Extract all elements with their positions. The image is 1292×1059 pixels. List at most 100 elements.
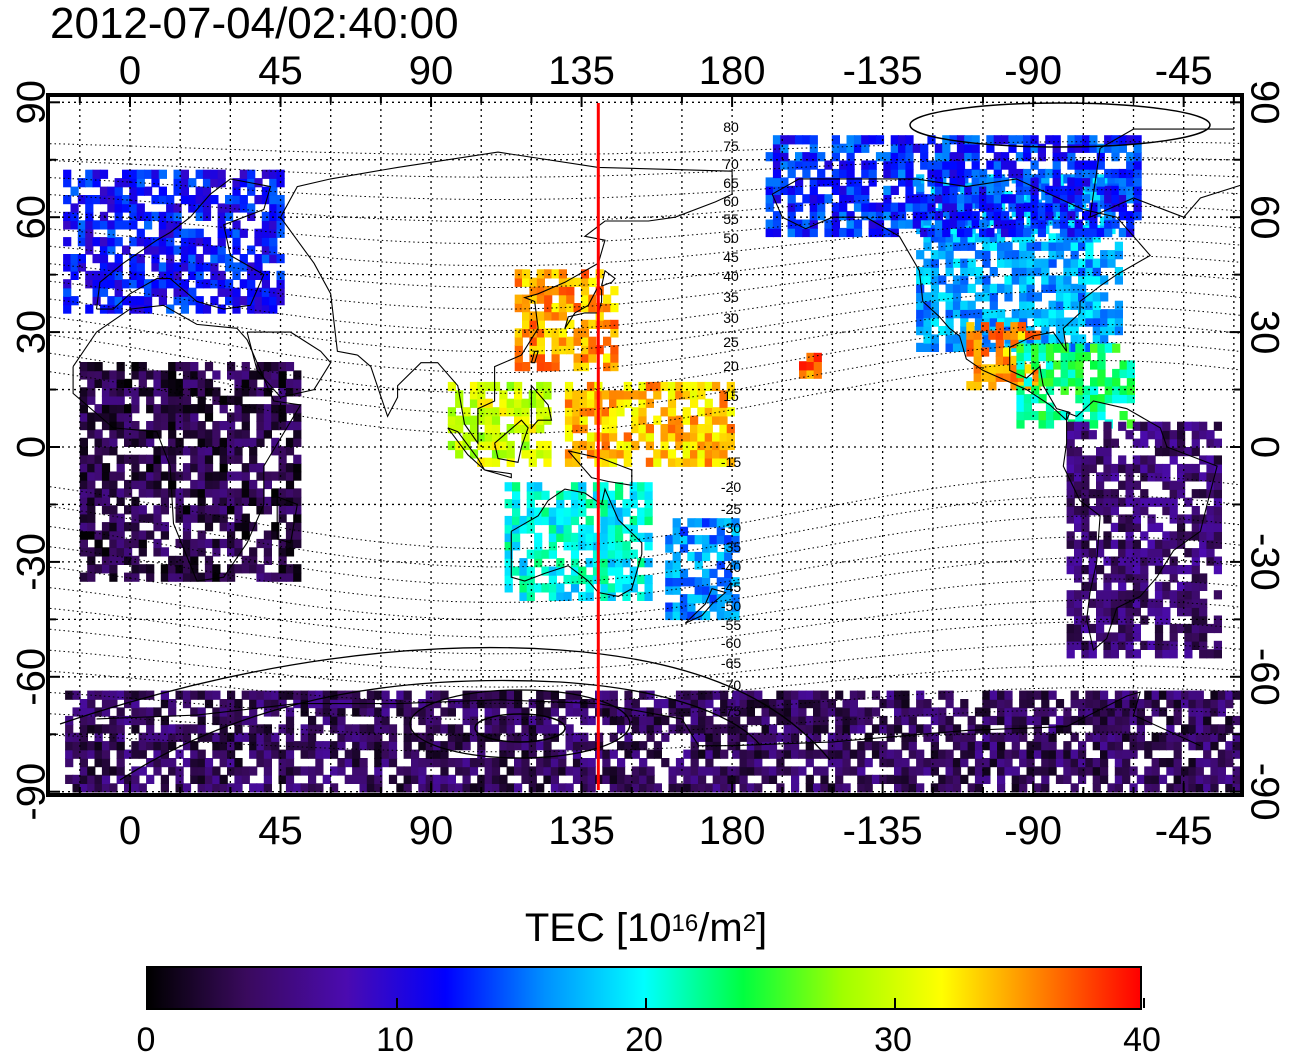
- tec-cell: [1096, 455, 1105, 465]
- tec-cell: [672, 551, 681, 562]
- tec-cell: [1019, 699, 1028, 709]
- tec-cell: [548, 515, 557, 526]
- tec-cell: [175, 362, 184, 372]
- tec-cell: [558, 345, 567, 355]
- tec-cell: [805, 732, 814, 742]
- tec-cell: [232, 178, 241, 188]
- tec-cell: [227, 690, 236, 700]
- tec-cell: [981, 372, 990, 382]
- tec-cell: [1038, 394, 1047, 404]
- tec-cell: [572, 732, 582, 742]
- tec-cell: [1140, 430, 1149, 440]
- tec-cell: [687, 610, 696, 621]
- tec-cell: [107, 270, 116, 280]
- tec-cell: [952, 342, 962, 352]
- tec-cell: [101, 378, 111, 388]
- tec-cell: [168, 378, 177, 388]
- tec-cell: [1125, 649, 1134, 659]
- colorbar-tick: [1143, 998, 1145, 1008]
- tec-cell: [550, 690, 559, 700]
- tec-cell: [1151, 699, 1160, 709]
- tec-cell: [615, 566, 624, 576]
- left-lat-label: -60: [10, 648, 54, 706]
- tec-cell: [249, 404, 258, 414]
- tec-cell: [894, 774, 903, 784]
- tec-cell: [776, 715, 785, 726]
- tec-cell: [256, 505, 265, 515]
- tec-cell: [1132, 480, 1141, 490]
- tec-cell: [124, 404, 133, 414]
- tec-cell: [646, 724, 655, 734]
- tec-cell: [1247, 724, 1255, 733]
- tec-cell: [971, 168, 980, 179]
- tec-cell: [217, 270, 226, 280]
- tec-cell: [204, 699, 214, 709]
- tec-cell: [712, 440, 721, 451]
- tec-cell: [1133, 143, 1142, 153]
- tec-cell: [602, 758, 611, 768]
- tec-cell: [160, 454, 169, 464]
- tec-cell: [1162, 447, 1171, 457]
- tec-cell: [930, 250, 939, 260]
- tec-cell: [131, 690, 140, 700]
- tec-cell: [564, 398, 574, 408]
- tec-cell: [690, 424, 699, 434]
- tec-cell: [570, 507, 580, 517]
- tec-cell: [1055, 292, 1065, 302]
- tec-cell: [1074, 447, 1083, 457]
- tec-cell: [982, 309, 991, 319]
- tec-cell: [484, 457, 493, 467]
- tec-cell: [982, 233, 991, 243]
- tec-cell: [219, 699, 228, 709]
- tec-cell: [1092, 707, 1101, 717]
- tec-cell: [1088, 556, 1097, 566]
- tec-cell: [1169, 632, 1178, 642]
- tec-cell: [70, 186, 79, 196]
- tec-cell: [875, 202, 885, 212]
- tec-cell: [1154, 447, 1164, 457]
- tec-cell: [1055, 758, 1065, 768]
- tec-cell: [131, 749, 140, 759]
- tec-cell: [1066, 497, 1075, 507]
- tec-cell: [1154, 421, 1164, 431]
- tec-cell: [901, 783, 910, 793]
- tec-cell: [65, 732, 74, 742]
- tec-cell: [982, 707, 991, 717]
- tec-cell: [622, 583, 631, 593]
- tec-cell: [285, 505, 295, 515]
- tec-cell: [705, 766, 714, 776]
- tec-cell: [79, 699, 88, 709]
- tec-cell: [617, 707, 626, 717]
- tec-cell: [1055, 283, 1065, 293]
- axis-labels: 0 45 90 135 180 -135 -90 -450 45 90 135 180 -135 -90-…: [10, 49, 1287, 853]
- tec-cell: [63, 262, 72, 272]
- tec-cell: [1074, 573, 1083, 583]
- tec-cell: [521, 741, 530, 751]
- tec-cell: [506, 407, 515, 417]
- tec-cell: [138, 437, 147, 447]
- tec-cell: [566, 345, 575, 355]
- tec-cell: [1048, 758, 1057, 768]
- tec-cell: [499, 783, 508, 793]
- tec-cell: [180, 169, 189, 179]
- tec-cell: [573, 303, 582, 313]
- top-lon-label: -135: [843, 49, 923, 93]
- tec-cell: [195, 304, 204, 314]
- tec-cell: [116, 488, 125, 498]
- tec-cell: [116, 496, 125, 506]
- tec-cell: [1026, 766, 1035, 776]
- tec-cell: [499, 715, 508, 726]
- tec-cell: [857, 690, 866, 700]
- tec-cell: [1019, 774, 1028, 784]
- tec-cell: [1162, 581, 1171, 591]
- tec-cell: [842, 783, 851, 793]
- tec-cell: [1011, 774, 1020, 784]
- tec-cell: [136, 279, 145, 289]
- tec-cell: [1104, 377, 1113, 387]
- tec-cell: [1147, 598, 1156, 608]
- tec-cell: [665, 560, 674, 570]
- tec-cell: [1067, 352, 1077, 362]
- tec-cell: [558, 286, 567, 296]
- tec-cell: [979, 194, 988, 204]
- tec-cell: [601, 424, 610, 434]
